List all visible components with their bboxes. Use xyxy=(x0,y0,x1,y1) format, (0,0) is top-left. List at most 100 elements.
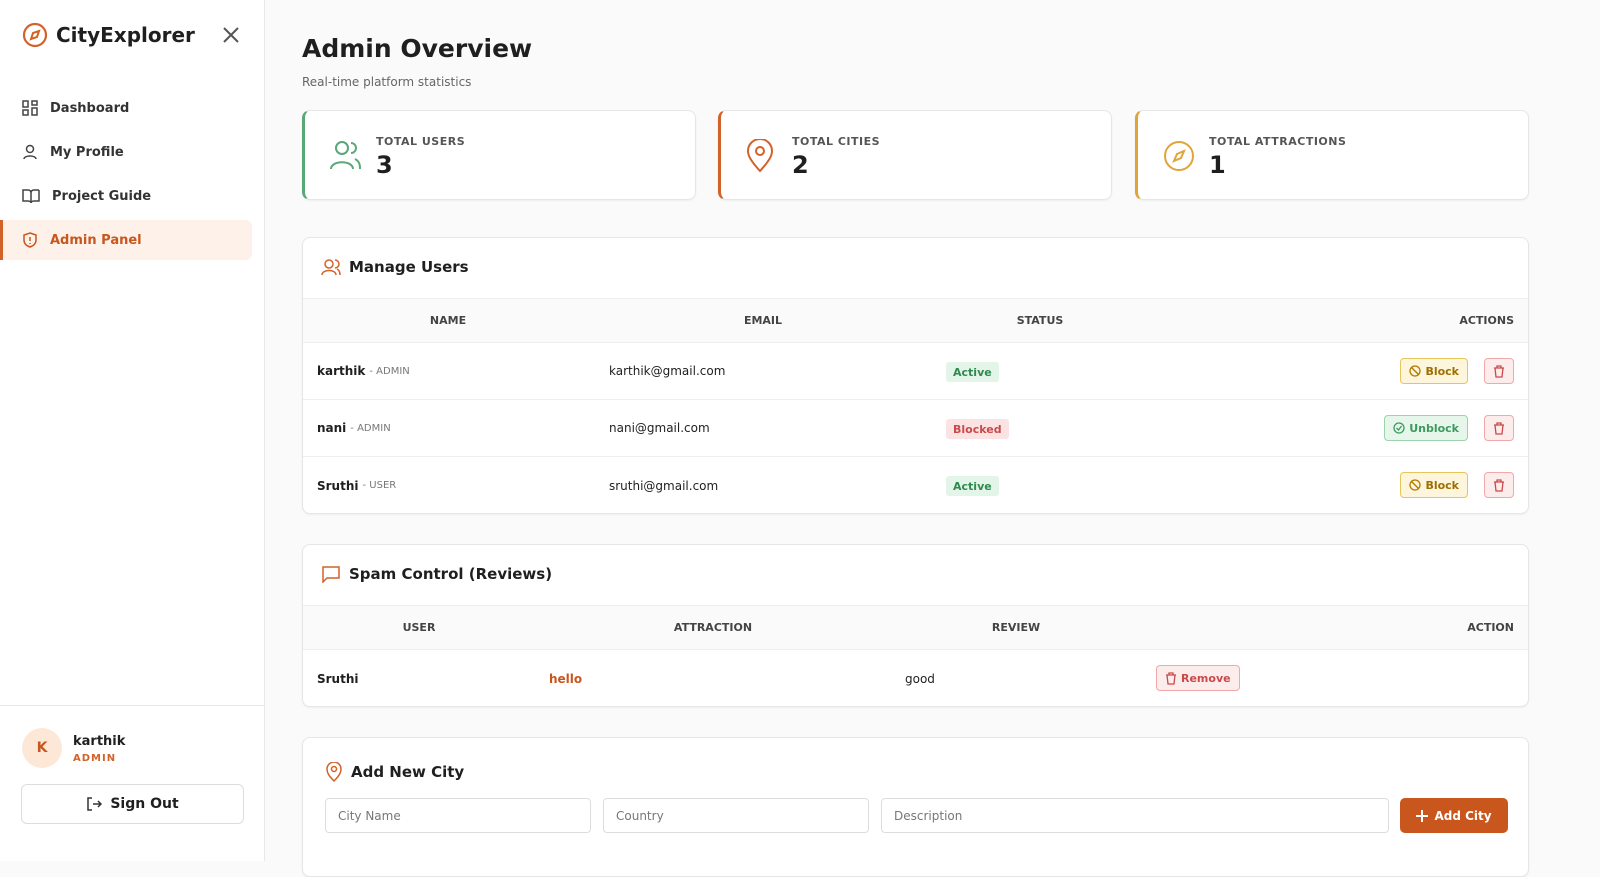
remove-button[interactable]: Remove xyxy=(1156,665,1240,691)
toggle-block-button[interactable]: Block xyxy=(1400,358,1468,384)
icon xyxy=(23,232,37,248)
title-text: Add New City xyxy=(351,763,465,781)
table-row: karthik - ADMIN karthik@gmail.com Active Blo… xyxy=(303,343,1528,400)
icon xyxy=(321,259,341,276)
title-text: Manage Users xyxy=(349,258,469,276)
icon xyxy=(23,144,37,160)
button-label: Block xyxy=(1425,478,1459,492)
delete-button[interactable] xyxy=(1484,358,1514,384)
icon xyxy=(1494,364,1504,378)
status-badge: Active xyxy=(946,476,999,496)
icon xyxy=(87,797,103,811)
stat-card: TOTAL ATTRACTIONS 1 xyxy=(1135,110,1529,200)
nav-label: Admin Panel xyxy=(50,232,142,248)
card-title: Manage Users xyxy=(321,258,469,276)
status-badge: Blocked xyxy=(946,419,1009,439)
table-header: NAME EMAIL STATUS ACTIONS xyxy=(303,298,1528,343)
icon xyxy=(746,139,774,173)
nav-item[interactable]: Project Guide xyxy=(0,176,252,216)
button-label: Unblock xyxy=(1409,421,1459,435)
column-header: NAME xyxy=(429,314,467,327)
nav-item[interactable]: Dashboard xyxy=(0,88,252,128)
icon xyxy=(1409,479,1422,491)
sign-out-button[interactable]: Sign Out xyxy=(21,784,244,824)
table-row: Sruthi - USER sruthi@gmail.com Active Block xyxy=(303,457,1528,514)
stat-value: 2 xyxy=(792,151,809,179)
table-header: USER ATTRACTION REVIEW ACTION xyxy=(303,605,1528,650)
country-input[interactable] xyxy=(603,798,869,833)
icon xyxy=(1164,141,1194,171)
close-button[interactable] xyxy=(222,26,240,44)
spam-card: Spam Control (Reviews) USER ATTRACTION R… xyxy=(302,544,1529,707)
column-header: EMAIL xyxy=(743,314,783,327)
icon xyxy=(22,189,40,204)
logo xyxy=(22,22,48,48)
description-input[interactable] xyxy=(881,798,1389,833)
user-name: nani xyxy=(317,421,347,435)
column-header: USER xyxy=(402,621,436,634)
user-role: - ADMIN xyxy=(350,422,391,434)
stat-label: TOTAL CITIES xyxy=(792,135,881,148)
icon xyxy=(322,566,340,583)
icon xyxy=(1494,421,1504,435)
button-label: Add City xyxy=(1434,808,1492,823)
page-subtitle: Real-time platform statistics xyxy=(302,75,472,89)
user-panel: K karthik ADMIN Sign Out xyxy=(0,705,265,861)
status-badge: Active xyxy=(946,362,999,382)
column-header: STATUS xyxy=(1016,314,1064,327)
button-label: Sign Out xyxy=(110,796,179,812)
review-attraction[interactable]: hello xyxy=(549,671,583,686)
nav-item-active[interactable]: Admin Panel xyxy=(0,220,252,260)
stat-value: 3 xyxy=(376,151,393,179)
stat-card: TOTAL USERS 3 xyxy=(302,110,696,200)
delete-button[interactable] xyxy=(1484,472,1514,498)
user-role: - ADMIN xyxy=(369,365,410,377)
brand-name: CityExplorer xyxy=(56,23,195,47)
nav-item[interactable]: My Profile xyxy=(0,132,252,172)
toggle-block-button[interactable]: Unblock xyxy=(1384,415,1468,441)
button-label: Remove xyxy=(1181,671,1231,685)
user-name: karthik xyxy=(317,364,366,378)
review-text: good xyxy=(905,671,935,686)
button-label: Block xyxy=(1425,364,1459,378)
stat-label: TOTAL ATTRACTIONS xyxy=(1209,135,1347,148)
nav-label: Project Guide xyxy=(52,188,152,204)
nav: Dashboard My Profile Project Guide Admin… xyxy=(0,88,252,264)
table-row: nani - ADMIN nani@gmail.com Blocked Unblock xyxy=(303,400,1528,457)
nav-label: My Profile xyxy=(50,144,124,160)
page-title: Admin Overview xyxy=(302,34,533,63)
stat-card: TOTAL CITIES 2 xyxy=(718,110,1112,200)
avatar: K xyxy=(22,728,62,768)
title-text: Spam Control (Reviews) xyxy=(349,565,553,583)
user-role: - USER xyxy=(362,480,397,491)
user-cell: nani - ADMIN xyxy=(317,400,391,456)
stat-label: TOTAL USERS xyxy=(376,135,466,148)
delete-button[interactable] xyxy=(1484,415,1514,441)
users-card: Manage Users NAME EMAIL STATUS ACTIONS k… xyxy=(302,237,1529,514)
icon xyxy=(1416,809,1429,822)
user-email: nani@gmail.com xyxy=(609,421,710,435)
city-name-input[interactable] xyxy=(325,798,591,833)
column-header: REVIEW xyxy=(991,621,1041,634)
nav-label: Dashboard xyxy=(50,100,130,116)
brand[interactable]: CityExplorer xyxy=(22,22,195,48)
column-header: ATTRACTION xyxy=(673,621,753,634)
user-cell: karthik - ADMIN xyxy=(317,343,410,399)
user-name: karthik xyxy=(73,734,126,749)
toggle-block-button[interactable]: Block xyxy=(1400,472,1468,498)
icon xyxy=(1393,422,1405,434)
card-title: Spam Control (Reviews) xyxy=(321,565,552,583)
icon xyxy=(1409,365,1422,377)
column-header: ACTION xyxy=(1467,621,1514,634)
add-city-card: Add New City Add City xyxy=(302,737,1529,877)
icon xyxy=(22,100,38,116)
icon xyxy=(326,762,342,782)
add-city-button[interactable]: Add City xyxy=(1400,798,1508,833)
icon xyxy=(1494,478,1504,492)
user-cell: Sruthi - USER xyxy=(317,457,396,514)
icon xyxy=(1166,671,1176,685)
user-name: Sruthi xyxy=(317,478,359,493)
user-email: karthik@gmail.com xyxy=(609,364,726,378)
table-row: Sruthi hello good Remove xyxy=(303,650,1528,707)
